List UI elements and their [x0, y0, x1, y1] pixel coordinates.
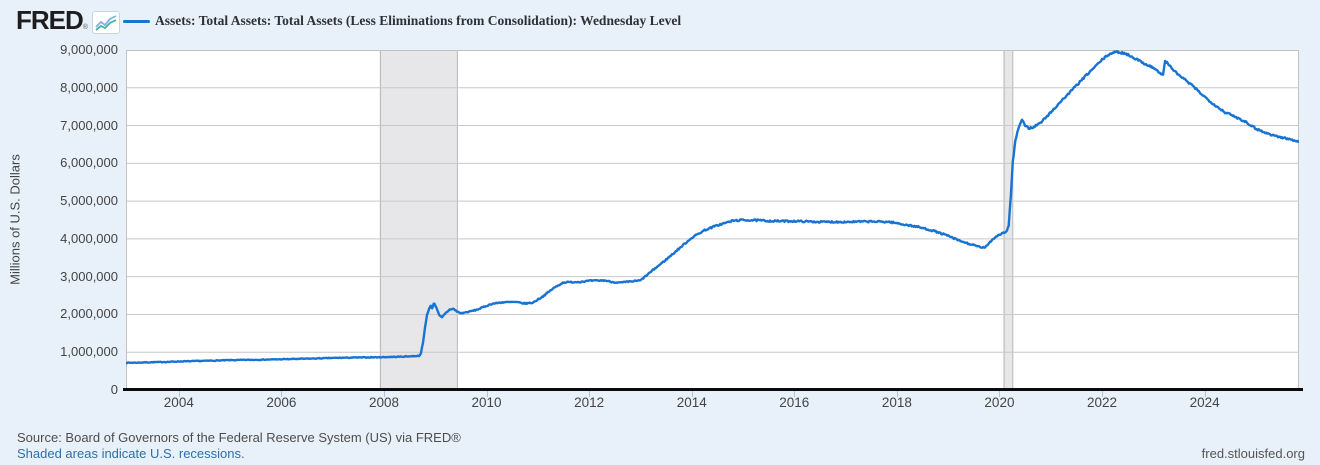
x-tick-label: 2004	[163, 395, 194, 410]
fred-site-link[interactable]: fred.stlouisfed.org	[1201, 446, 1305, 461]
x-tick-label: 2012	[574, 395, 605, 410]
legend-line-swatch	[123, 20, 150, 23]
y-tick-label: 5,000,000	[60, 193, 118, 209]
series-line[interactable]	[126, 50, 1299, 365]
x-tick-label: 2022	[1087, 395, 1118, 410]
x-tick	[1102, 391, 1104, 397]
x-tick	[999, 391, 1001, 397]
y-tick-label: 8,000,000	[60, 79, 118, 95]
source-text: Source: Board of Governors of the Federa…	[17, 430, 461, 445]
y-tick-label: 9,000,000	[60, 42, 118, 57]
chart-svg[interactable]	[126, 50, 1299, 390]
y-tick-label: 1,000,000	[60, 344, 118, 360]
series-title: Assets: Total Assets: Total Assets (Less…	[155, 13, 682, 28]
line-chart-icon	[92, 11, 120, 34]
registered-trademark: ®	[82, 24, 88, 31]
x-tick	[794, 391, 796, 397]
recession-band	[379, 50, 457, 390]
x-tick	[178, 391, 180, 397]
x-tick-label: 2020	[984, 395, 1015, 410]
x-tick	[1204, 391, 1206, 397]
x-tick	[896, 391, 898, 397]
x-tick	[281, 391, 283, 397]
fred-logo-text: FRED	[16, 5, 84, 35]
y-tick-label: 0	[110, 382, 118, 397]
y-tick-label: 4,000,000	[60, 230, 118, 246]
y-tick-label: 7,000,000	[60, 117, 118, 133]
y-tick-label: 6,000,000	[60, 155, 118, 171]
x-tick-label: 2008	[368, 395, 399, 410]
fred-logo[interactable]: FRED®	[16, 5, 88, 36]
x-tick-label: 2016	[779, 395, 810, 410]
x-tick	[383, 391, 385, 397]
x-tick-label: 2006	[266, 395, 297, 410]
y-axis-label: Millions of U.S. Dollars	[7, 154, 23, 285]
chart-plot-area[interactable]	[126, 50, 1299, 390]
y-tick-label: 2,000,000	[60, 306, 118, 322]
x-tick-label: 2014	[676, 395, 707, 410]
x-tick	[486, 391, 488, 397]
x-tick-label: 2018	[881, 395, 912, 410]
x-axis-line	[123, 388, 1303, 391]
x-tick	[589, 391, 591, 397]
x-tick-label: 2010	[471, 395, 502, 410]
recessions-link[interactable]: Shaded areas indicate U.S. recessions.	[17, 446, 245, 461]
x-tick	[691, 391, 693, 397]
x-tick-label: 2024	[1189, 395, 1220, 410]
y-tick-label: 3,000,000	[60, 268, 118, 284]
